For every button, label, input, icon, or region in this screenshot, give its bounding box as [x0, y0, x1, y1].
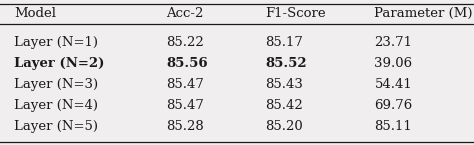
Text: 85.11: 85.11	[374, 120, 412, 133]
Text: Layer (N=4): Layer (N=4)	[14, 99, 98, 112]
Text: 85.42: 85.42	[265, 99, 303, 112]
Text: 69.76: 69.76	[374, 99, 413, 112]
Text: Layer (N=3): Layer (N=3)	[14, 78, 98, 91]
Text: 85.28: 85.28	[166, 120, 204, 133]
Text: Layer (N=2): Layer (N=2)	[14, 57, 105, 70]
Text: Model: Model	[14, 7, 56, 20]
Text: 85.43: 85.43	[265, 78, 303, 91]
Text: 54.41: 54.41	[374, 78, 412, 91]
Text: 85.17: 85.17	[265, 36, 303, 49]
Text: 85.56: 85.56	[166, 57, 208, 70]
Text: 85.22: 85.22	[166, 36, 204, 49]
Text: 85.20: 85.20	[265, 120, 303, 133]
Text: Layer (N=5): Layer (N=5)	[14, 120, 98, 133]
Text: Layer (N=1): Layer (N=1)	[14, 36, 98, 49]
Text: F1-Score: F1-Score	[265, 7, 326, 20]
Text: Acc-2: Acc-2	[166, 7, 203, 20]
Text: 23.71: 23.71	[374, 36, 412, 49]
Text: 85.52: 85.52	[265, 57, 307, 70]
Text: 39.06: 39.06	[374, 57, 412, 70]
Text: 85.47: 85.47	[166, 99, 204, 112]
Text: Parameter (M): Parameter (M)	[374, 7, 473, 20]
Text: 85.47: 85.47	[166, 78, 204, 91]
